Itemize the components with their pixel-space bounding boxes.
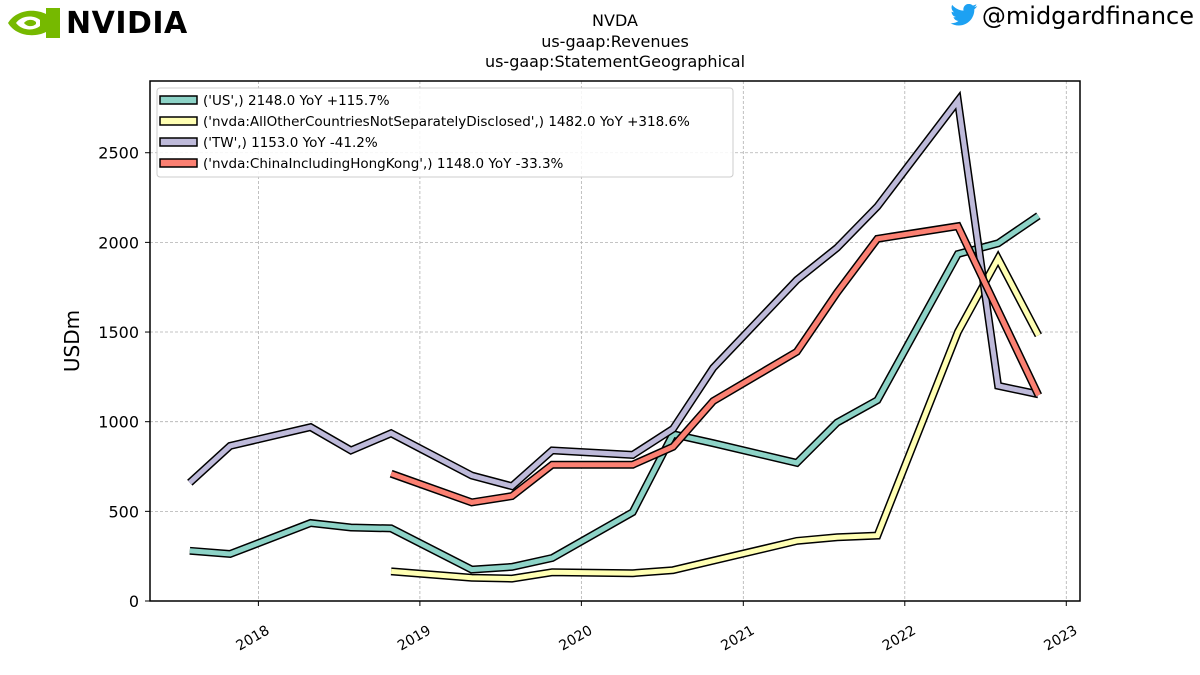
y-tick-label: 1000	[98, 413, 139, 432]
series-line	[390, 253, 1041, 582]
plot-frame	[149, 80, 1081, 602]
handle-text: @midgardfinance	[981, 2, 1194, 30]
x-tick-label: 2020	[557, 623, 596, 655]
y-tick-label: 2500	[98, 144, 139, 163]
x-tick-label: 2018	[234, 623, 273, 655]
chart-subtitle-1: us-gaap:Revenues	[541, 31, 689, 51]
legend-label: ('nvda:AllOtherCountriesNotSeparatelyDis…	[203, 114, 690, 130]
x-tick-label: 2023	[1041, 623, 1080, 655]
legend-swatch	[159, 158, 198, 168]
series-line	[189, 213, 1040, 573]
legend-label: ('US',) 2148.0 YoY +115.7%	[203, 93, 390, 109]
chart-subtitle-2: us-gaap:StatementGeographical	[484, 52, 746, 71]
y-tick-label: 2000	[98, 233, 139, 252]
legend-label: ('TW',) 1153.0 YoY -41.2%	[203, 135, 378, 151]
series-line	[390, 223, 1041, 505]
twitter-bird-icon	[950, 4, 978, 26]
x-tick-label: 2022	[880, 623, 919, 655]
legend-swatch	[159, 137, 198, 147]
legend-swatch	[159, 116, 198, 126]
y-tick-label: 500	[108, 502, 139, 521]
x-tick-label: 2019	[395, 623, 434, 655]
y-tick-label: 0	[129, 592, 139, 611]
legend[interactable]: ('US',) 2148.0 YoY +115.7% ('nvda:AllOthe…	[156, 87, 734, 178]
series-lines	[187, 90, 1043, 583]
nvidia-logo: NVIDIA	[6, 4, 188, 42]
x-tick-label: 2021	[718, 623, 757, 655]
social-handle: @midgardfinance	[950, 2, 1194, 30]
legend-box	[156, 87, 734, 178]
logo-wordmark: NVIDIA	[66, 5, 188, 41]
y-axis-label: USDm	[60, 310, 84, 372]
chart-title-block: NVDA us-gaap:Revenues us-gaap:StatementG…	[415, 11, 815, 73]
chart-title: NVDA	[592, 11, 638, 30]
y-tick-label: 1500	[98, 323, 139, 342]
legend-label: ('nvda:ChinaIncludingHongKong',) 1148.0 …	[203, 156, 564, 172]
nvidia-eye-icon	[8, 8, 60, 38]
series-line-outline	[189, 212, 1041, 574]
series-line-outline	[390, 250, 1042, 583]
legend-swatch	[159, 95, 198, 105]
series-line	[188, 94, 1039, 489]
